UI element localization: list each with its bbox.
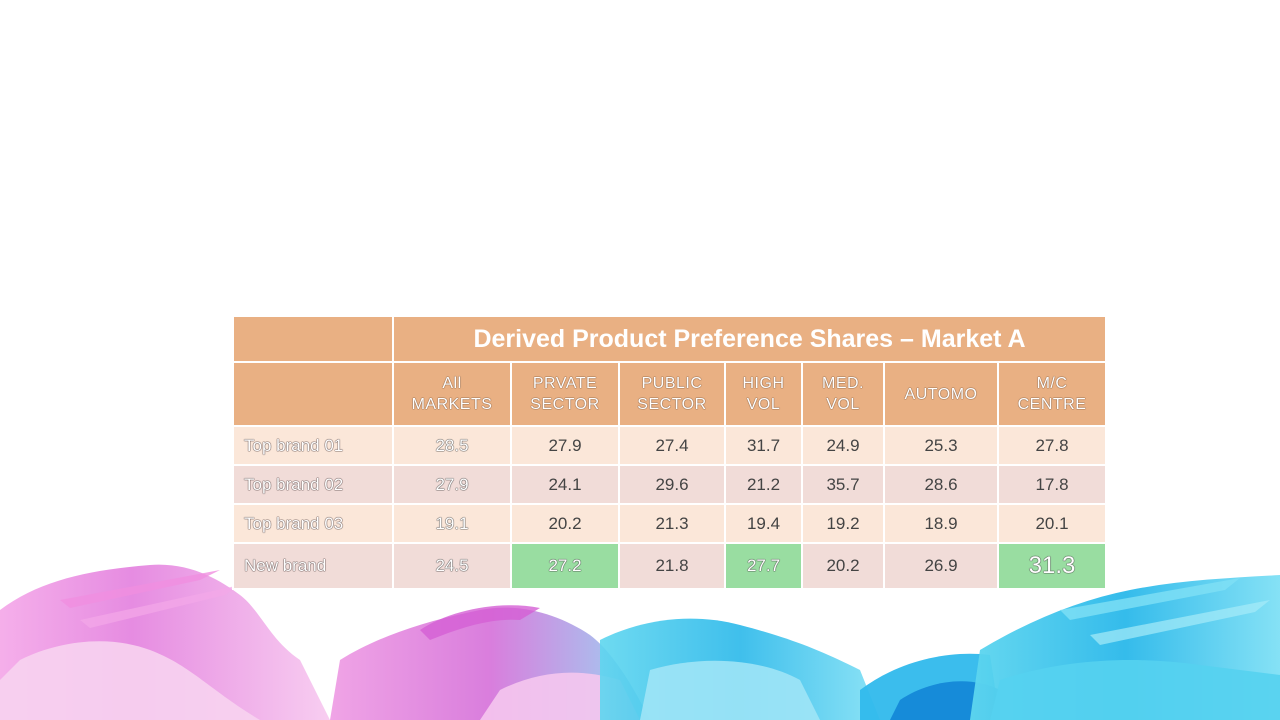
cell-value: 28.5 [392,425,512,466]
cell-value: 20.2 [801,542,885,590]
cell-value: 21.2 [724,464,803,505]
table-title-row: Derived Product Preference Shares – Mark… [232,315,1107,363]
column-header: AUTOMO [883,361,999,427]
column-header-row: All MARKETS PRVATE SECTOR PUBLIC SECTOR HIG… [232,361,1107,427]
cell-value-highlighted: 31.3 [997,542,1107,590]
cell-value: 27.8 [997,425,1107,466]
cell-value: 19.1 [392,503,512,544]
watercolor-decoration [0,564,1280,720]
preference-share-table: Derived Product Preference Shares – Mark… [232,315,1107,590]
cell-value: 25.3 [883,425,999,466]
column-header: HIGH VOL [724,361,803,427]
cell-value: 27.9 [392,464,512,505]
cell-value-highlighted: 27.7 [724,542,803,590]
cell-value: 18.9 [883,503,999,544]
cell-value: 29.6 [618,464,726,505]
table-row: Top brand 03 19.1 20.2 21.3 19.4 19.2 18… [232,503,1107,544]
cell-value: 28.6 [883,464,999,505]
table-row: Top brand 02 27.9 24.1 29.6 21.2 35.7 28… [232,464,1107,505]
row-label: Top brand 01 [232,425,394,466]
table-title: Derived Product Preference Shares – Mark… [392,315,1107,363]
cell-value-highlighted: 27.2 [510,542,620,590]
cell-value: 19.2 [801,503,885,544]
table-row: New brand 24.5 27.2 21.8 27.7 20.2 26.9 … [232,542,1107,590]
row-label: Top brand 02 [232,464,394,505]
cell-value: 17.8 [997,464,1107,505]
corner-cell [232,315,394,363]
cell-value: 20.1 [997,503,1107,544]
column-header: MED. VOL [801,361,885,427]
header-corner-cell [232,361,394,427]
column-header: PRVATE SECTOR [510,361,620,427]
table-row: Top brand 01 28.5 27.9 27.4 31.7 24.9 25… [232,425,1107,466]
row-label: New brand [232,542,394,590]
column-header: All MARKETS [392,361,512,427]
cell-value: 24.1 [510,464,620,505]
cell-value: 24.9 [801,425,885,466]
cell-value: 27.9 [510,425,620,466]
cell-value: 31.7 [724,425,803,466]
cell-value: 21.8 [618,542,726,590]
cell-value: 21.3 [618,503,726,544]
cell-value: 35.7 [801,464,885,505]
column-header: PUBLIC SECTOR [618,361,726,427]
cell-value: 24.5 [392,542,512,590]
cell-value: 19.4 [724,503,803,544]
cell-value: 20.2 [510,503,620,544]
cell-value: 26.9 [883,542,999,590]
cell-value: 27.4 [618,425,726,466]
row-label: Top brand 03 [232,503,394,544]
column-header: M/C CENTRE [997,361,1107,427]
